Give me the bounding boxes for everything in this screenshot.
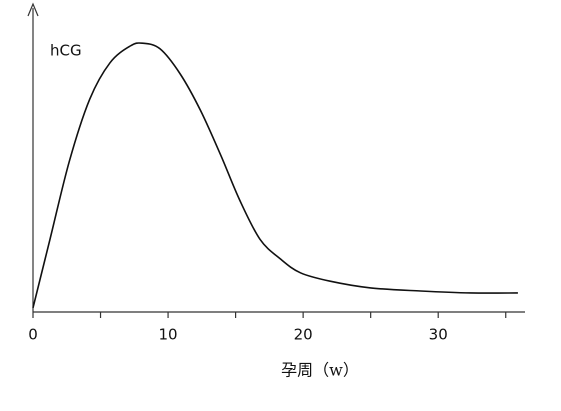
x-axis-label: 孕周（w） <box>281 361 359 380</box>
curve <box>32 42 518 308</box>
x-tick-label: 10 <box>159 326 178 344</box>
y-axis-arrow <box>27 2 39 17</box>
x-tick-label: 0 <box>28 326 38 344</box>
x-tick-label: 20 <box>294 326 313 344</box>
y-axis-label: hCG <box>50 42 82 60</box>
x-tick-label: 30 <box>429 326 448 344</box>
